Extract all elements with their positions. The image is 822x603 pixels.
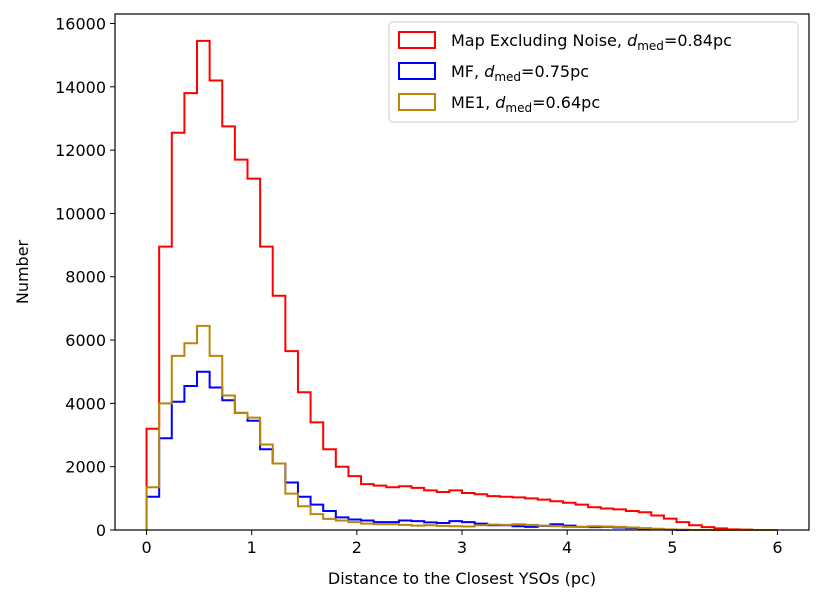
series-lines <box>145 39 778 531</box>
x-tick-label: 2 <box>352 538 362 557</box>
x-tick-label: 3 <box>457 538 467 557</box>
legend-label: MF, dmed=0.75pc <box>451 62 589 84</box>
series-line-mf <box>145 370 778 531</box>
ticks: 0 1 2 3 4 5 6 0 2000 4000 6000 8000 10000 12000 14000 1… <box>55 14 782 557</box>
plot-frame <box>114 13 810 531</box>
y-tick-label: 16000 <box>55 14 106 33</box>
y-tick-label: 4000 <box>65 394 106 413</box>
x-axis-label: Distance to the Closest YSOs (pc) <box>328 569 596 588</box>
y-tick-label: 10000 <box>55 204 106 223</box>
legend-swatch <box>398 62 436 80</box>
legend-label: ME1, dmed=0.64pc <box>451 93 600 115</box>
legend: Map Excluding Noise, dmed=0.84pc MF, dmed… <box>388 21 799 123</box>
x-tick-label: 0 <box>141 538 151 557</box>
legend-swatch <box>398 31 436 49</box>
x-tick-label: 1 <box>247 538 257 557</box>
y-tick-label: 6000 <box>65 331 106 350</box>
series-line-me1 <box>145 324 778 531</box>
y-tick-label: 14000 <box>55 78 106 97</box>
y-tick-label: 8000 <box>65 268 106 287</box>
legend-box <box>388 21 799 123</box>
y-axis-label: Number <box>13 239 32 304</box>
y-tick-label: 12000 <box>55 141 106 160</box>
legend-swatch <box>398 93 436 111</box>
legend-label: Map Excluding Noise, dmed=0.84pc <box>451 31 732 53</box>
series-line-map-excluding-noise <box>145 39 778 531</box>
y-tick-label: 0 <box>96 521 106 540</box>
x-tick-label: 5 <box>667 538 677 557</box>
x-tick-label: 6 <box>772 538 782 557</box>
x-tick-label: 4 <box>562 538 572 557</box>
y-tick-label: 2000 <box>65 458 106 477</box>
